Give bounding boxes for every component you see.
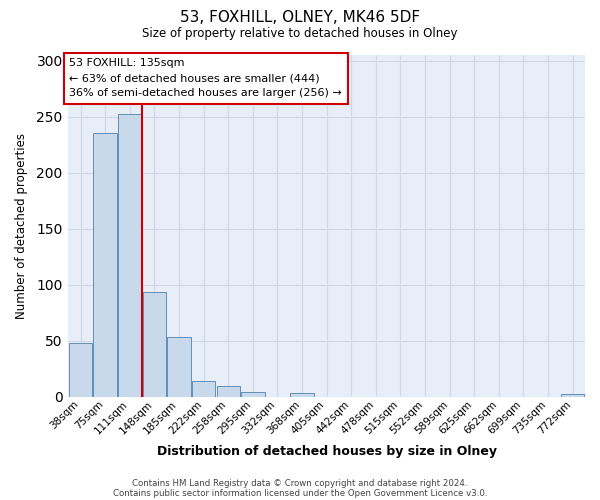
Bar (69, 343, 92, 396)
Text: Contains public sector information licensed under the Open Government Licence v3: Contains public sector information licen… (113, 488, 487, 498)
X-axis label: Distribution of detached houses by size in Olney: Distribution of detached houses by size … (157, 444, 497, 458)
Bar (290, 393, 314, 396)
Text: 53, FOXHILL, OLNEY, MK46 5DF: 53, FOXHILL, OLNEY, MK46 5DF (180, 10, 420, 25)
Text: Size of property relative to detached houses in Olney: Size of property relative to detached ho… (142, 28, 458, 40)
Bar (167, 337, 191, 396)
Bar (241, 392, 265, 396)
Bar (192, 381, 215, 396)
Y-axis label: Number of detached properties: Number of detached properties (15, 133, 28, 319)
Bar (217, 386, 240, 396)
Text: Contains HM Land Registry data © Crown copyright and database right 2024.: Contains HM Land Registry data © Crown c… (132, 478, 468, 488)
Bar (561, 394, 584, 396)
Bar (94, 134, 117, 396)
Text: 53 FOXHILL: 135sqm
← 63% of detached houses are smaller (444)
36% of semi-detach: 53 FOXHILL: 135sqm ← 63% of detached hou… (70, 58, 342, 98)
Bar (118, 114, 142, 396)
Bar (143, 292, 166, 397)
